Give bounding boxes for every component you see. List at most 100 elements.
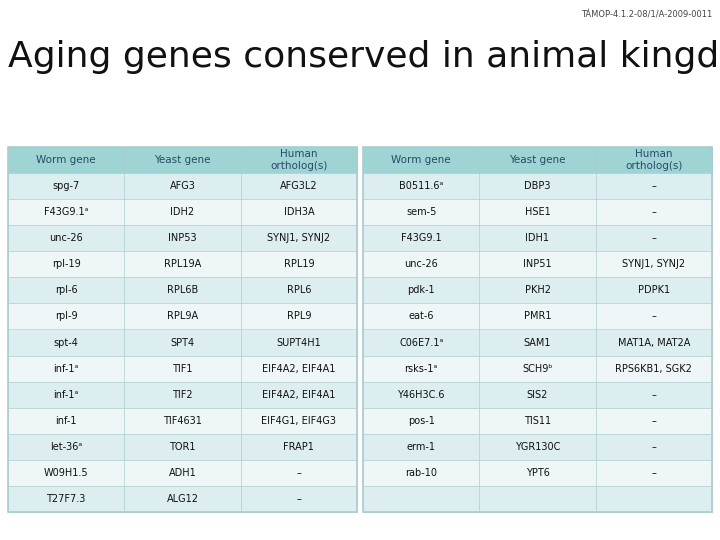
Bar xyxy=(240,329,357,355)
Text: RPL19A: RPL19A xyxy=(164,259,201,269)
Text: SIS2: SIS2 xyxy=(527,390,548,400)
Bar xyxy=(240,173,357,199)
Text: eat-6: eat-6 xyxy=(408,312,434,321)
Text: TOR1: TOR1 xyxy=(169,442,196,452)
Bar xyxy=(240,434,357,460)
Bar xyxy=(8,329,125,355)
Text: IDH3A: IDH3A xyxy=(284,207,314,217)
Text: rpl-19: rpl-19 xyxy=(52,259,81,269)
Bar xyxy=(125,251,240,278)
Text: inf-1: inf-1 xyxy=(55,416,77,426)
Bar xyxy=(8,199,125,225)
Text: IDH2: IDH2 xyxy=(171,207,194,217)
Text: RPL9: RPL9 xyxy=(287,312,311,321)
Text: PKH2: PKH2 xyxy=(524,286,551,295)
Bar xyxy=(8,173,125,199)
Bar xyxy=(8,278,125,303)
Text: YGR130C: YGR130C xyxy=(515,442,560,452)
Bar xyxy=(125,382,240,408)
Bar xyxy=(363,147,712,512)
Text: –: – xyxy=(297,494,301,504)
Text: F43G9.1ᵃ: F43G9.1ᵃ xyxy=(44,207,89,217)
Bar xyxy=(363,303,480,329)
Text: let-36ᵃ: let-36ᵃ xyxy=(50,442,82,452)
Bar xyxy=(595,460,712,486)
Text: INP51: INP51 xyxy=(523,259,552,269)
Bar xyxy=(480,303,595,329)
Bar xyxy=(595,382,712,408)
Bar xyxy=(125,355,240,382)
Text: F43G9.1: F43G9.1 xyxy=(401,233,441,243)
Bar xyxy=(8,408,125,434)
Bar xyxy=(125,278,240,303)
Bar xyxy=(480,251,595,278)
Text: RPL9A: RPL9A xyxy=(167,312,198,321)
Bar xyxy=(125,408,240,434)
Bar xyxy=(240,486,357,512)
Bar xyxy=(363,278,480,303)
Bar xyxy=(595,278,712,303)
Text: unc-26: unc-26 xyxy=(49,233,83,243)
Bar xyxy=(363,173,480,199)
Text: ADH1: ADH1 xyxy=(168,468,197,478)
Bar xyxy=(595,199,712,225)
Text: –: – xyxy=(297,468,301,478)
Bar xyxy=(480,199,595,225)
Bar xyxy=(8,486,125,512)
Text: unc-26: unc-26 xyxy=(405,259,438,269)
Bar xyxy=(240,303,357,329)
Bar xyxy=(480,408,595,434)
Bar xyxy=(480,329,595,355)
Bar xyxy=(595,225,712,251)
Bar xyxy=(240,408,357,434)
Text: B0511.6ᵃ: B0511.6ᵃ xyxy=(399,181,444,191)
Text: Yeast gene: Yeast gene xyxy=(154,155,211,165)
Text: TIF1: TIF1 xyxy=(172,363,193,374)
Text: AFG3L2: AFG3L2 xyxy=(280,181,318,191)
Bar xyxy=(480,486,595,512)
Bar xyxy=(240,460,357,486)
Text: rsks-1ᵃ: rsks-1ᵃ xyxy=(405,363,438,374)
Bar xyxy=(595,355,712,382)
Bar xyxy=(595,303,712,329)
Text: IDH1: IDH1 xyxy=(526,233,549,243)
Bar xyxy=(125,173,240,199)
Text: spt-4: spt-4 xyxy=(54,338,78,348)
Text: EIF4A2, EIF4A1: EIF4A2, EIF4A1 xyxy=(262,363,336,374)
Bar xyxy=(8,303,125,329)
Bar xyxy=(363,486,480,512)
Text: Worm gene: Worm gene xyxy=(36,155,96,165)
Text: DBP3: DBP3 xyxy=(524,181,551,191)
Bar xyxy=(595,329,712,355)
Text: –: – xyxy=(652,233,656,243)
Bar xyxy=(363,329,480,355)
Bar xyxy=(240,382,357,408)
Text: MAT1A, MAT2A: MAT1A, MAT2A xyxy=(618,338,690,348)
Bar xyxy=(240,278,357,303)
Bar xyxy=(125,303,240,329)
Bar xyxy=(8,147,357,512)
Bar xyxy=(125,225,240,251)
Text: RPL6: RPL6 xyxy=(287,286,311,295)
Text: RPL19: RPL19 xyxy=(284,259,314,269)
Text: SUPT4H1: SUPT4H1 xyxy=(276,338,321,348)
Bar xyxy=(125,434,240,460)
Text: erm-1: erm-1 xyxy=(407,442,436,452)
Text: TÁMOP-4.1.2-08/1/A-2009-0011: TÁMOP-4.1.2-08/1/A-2009-0011 xyxy=(581,10,712,19)
Bar xyxy=(8,460,125,486)
Bar xyxy=(363,225,480,251)
Text: PMR1: PMR1 xyxy=(523,312,552,321)
Text: C06E7.1ᵃ: C06E7.1ᵃ xyxy=(399,338,444,348)
Text: W09H1.5: W09H1.5 xyxy=(44,468,89,478)
Text: EIF4G1, EIF4G3: EIF4G1, EIF4G3 xyxy=(261,416,336,426)
Text: HSE1: HSE1 xyxy=(525,207,550,217)
Bar xyxy=(595,408,712,434)
Bar xyxy=(363,199,480,225)
Text: SAM1: SAM1 xyxy=(523,338,552,348)
Bar xyxy=(8,434,125,460)
Bar xyxy=(363,355,480,382)
Bar xyxy=(240,199,357,225)
Bar xyxy=(595,251,712,278)
Text: sem-5: sem-5 xyxy=(406,207,436,217)
Text: SYNJ1, SYNJ2: SYNJ1, SYNJ2 xyxy=(267,233,330,243)
